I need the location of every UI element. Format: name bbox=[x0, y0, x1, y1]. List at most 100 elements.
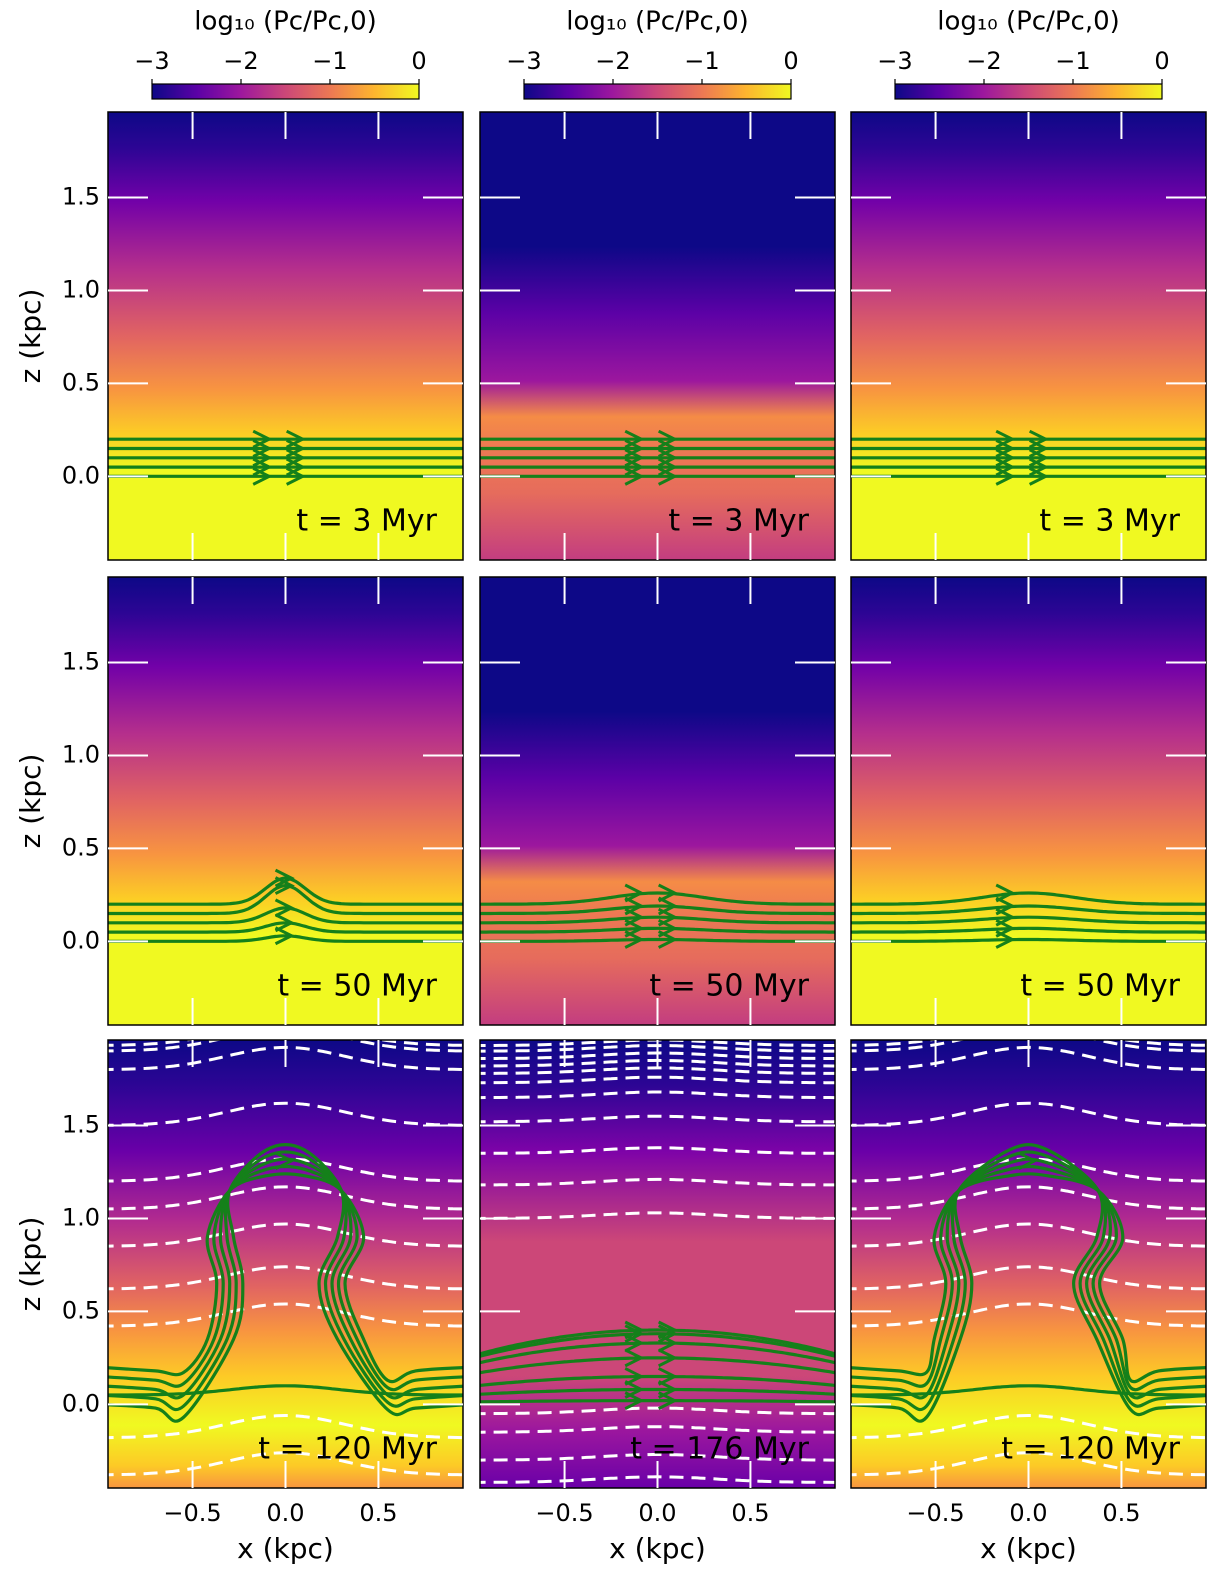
arrow bbox=[274, 913, 295, 933]
colorbar-tick-label: −2 bbox=[966, 47, 1001, 75]
panel: t = 3 Myr bbox=[479, 111, 836, 561]
x-axis-label: x (kpc) bbox=[609, 1532, 706, 1565]
overlay bbox=[851, 883, 1206, 949]
y-axis-label: z (kpc) bbox=[14, 289, 47, 384]
contour bbox=[480, 1177, 835, 1187]
contour bbox=[480, 1452, 835, 1462]
colorbar-tick-label: 0 bbox=[783, 47, 798, 75]
field-line bbox=[851, 937, 1206, 943]
panel-image bbox=[480, 577, 835, 1025]
overlay bbox=[108, 1040, 463, 1477]
colorbar bbox=[151, 83, 420, 100]
y-tick-label: 1.5 bbox=[62, 183, 100, 211]
contour bbox=[108, 1413, 463, 1440]
colorbar-label: log₁₀ (Pc/Pc,0) bbox=[566, 7, 749, 37]
x-tick-label: 0.0 bbox=[266, 1499, 304, 1527]
x-axis-label: x (kpc) bbox=[237, 1532, 334, 1565]
field-line bbox=[851, 1143, 1206, 1423]
colorbar-label: log₁₀ (Pc/Pc,0) bbox=[194, 7, 377, 37]
x-tick-label: 0.5 bbox=[359, 1499, 397, 1527]
panel-image bbox=[108, 577, 463, 1025]
panel-image bbox=[851, 1040, 1206, 1488]
arrow bbox=[624, 1367, 645, 1386]
colorbar-label: log₁₀ (Pc/Pc,0) bbox=[937, 7, 1120, 37]
contour bbox=[108, 1222, 463, 1248]
time-label: t = 3 Myr bbox=[296, 504, 437, 539]
contour bbox=[851, 1101, 1206, 1127]
time-label: t = 176 Myr bbox=[630, 1432, 809, 1467]
arrow bbox=[657, 1320, 679, 1340]
arrow bbox=[252, 429, 273, 449]
arrow bbox=[995, 429, 1016, 449]
field-line bbox=[480, 1341, 835, 1365]
contour bbox=[108, 1451, 463, 1477]
contour bbox=[108, 1101, 463, 1127]
field-line bbox=[480, 937, 835, 943]
arrow bbox=[274, 898, 295, 918]
y-tick-label: 0.5 bbox=[62, 833, 100, 861]
arrow bbox=[657, 1380, 679, 1399]
arrow bbox=[1017, 1151, 1038, 1171]
x-axis-label: x (kpc) bbox=[980, 1532, 1077, 1565]
y-tick-label: 1.0 bbox=[62, 275, 100, 303]
arrow bbox=[995, 896, 1016, 916]
colorbar bbox=[523, 83, 792, 100]
y-tick-label: 0.5 bbox=[62, 1296, 100, 1324]
time-label: t = 3 Myr bbox=[668, 504, 809, 539]
x-tick-label: 0.5 bbox=[731, 1499, 769, 1527]
field-line bbox=[108, 1143, 463, 1423]
field-line bbox=[480, 915, 835, 925]
x-tick-label: 0.5 bbox=[1102, 1499, 1140, 1527]
arrow bbox=[274, 868, 295, 888]
field-line bbox=[480, 891, 835, 906]
arrow bbox=[624, 896, 645, 916]
panel-image bbox=[480, 112, 835, 560]
y-tick-label: 0.0 bbox=[62, 1389, 100, 1417]
field-line bbox=[851, 1164, 1206, 1392]
y-tick-label: 1.0 bbox=[62, 740, 100, 768]
contour bbox=[480, 1114, 835, 1124]
y-tick-label: 0.0 bbox=[62, 926, 100, 954]
contour bbox=[480, 1040, 835, 1047]
contour bbox=[480, 1146, 835, 1155]
arrow bbox=[624, 1320, 645, 1340]
colorbar bbox=[894, 83, 1163, 100]
field-line bbox=[851, 1150, 1206, 1412]
arrow bbox=[624, 1348, 645, 1368]
contour bbox=[851, 1185, 1206, 1211]
colorbar-tick-label: −1 bbox=[1055, 47, 1090, 75]
field-line bbox=[480, 1387, 835, 1396]
overlay bbox=[480, 429, 835, 486]
panel: 0.0 0.5 1.0 1.5 t = 3 Myr z (kpc) bbox=[14, 111, 464, 561]
contour bbox=[851, 1451, 1206, 1477]
arrow bbox=[274, 926, 295, 946]
field-line bbox=[480, 926, 835, 934]
overlay bbox=[480, 883, 835, 949]
panel-image bbox=[480, 1040, 835, 1488]
panel: t = 50 Myr bbox=[850, 576, 1207, 1026]
field-line bbox=[851, 904, 1206, 916]
panel: −0.5 0.0 0.5 t = 120 Myr x (kpc) bbox=[850, 1039, 1207, 1565]
contour bbox=[480, 1090, 835, 1100]
panel: t = 50 Myr bbox=[479, 576, 836, 1026]
field-line bbox=[851, 1384, 1206, 1397]
field-line bbox=[108, 1384, 463, 1397]
y-axis-label: z (kpc) bbox=[14, 1217, 47, 1312]
field-line bbox=[108, 1150, 463, 1412]
colorbar-tick-label: −3 bbox=[877, 47, 912, 75]
colorbar-tick-label: −1 bbox=[684, 47, 719, 75]
panel: 0.0 0.5 1.0 1.5 t = 50 Myr z (kpc) bbox=[14, 576, 464, 1026]
field-line bbox=[108, 876, 463, 906]
arrow bbox=[657, 1348, 679, 1368]
y-tick-label: 1.5 bbox=[62, 1111, 100, 1139]
field-line bbox=[480, 904, 835, 916]
contour bbox=[851, 1413, 1206, 1440]
x-tick-label: 0.0 bbox=[1009, 1499, 1047, 1527]
overlay bbox=[851, 429, 1206, 486]
x-tick-label: 0.0 bbox=[638, 1499, 676, 1527]
colorbar-tick-label: 0 bbox=[411, 47, 426, 75]
arrow bbox=[624, 883, 645, 903]
y-axis-label: z (kpc) bbox=[14, 754, 47, 849]
contour bbox=[480, 1406, 835, 1416]
field-line bbox=[851, 915, 1206, 925]
